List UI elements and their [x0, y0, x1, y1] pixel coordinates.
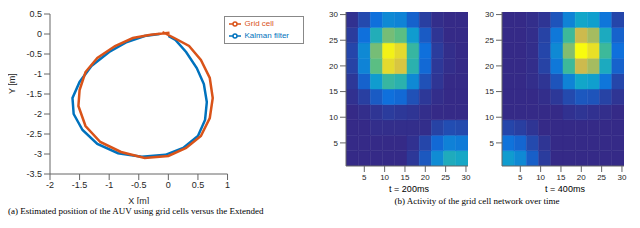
svg-text:0: 0	[166, 180, 171, 190]
svg-text:5: 5	[518, 173, 523, 182]
svg-text:-2: -2	[46, 180, 54, 190]
svg-text:-1.5: -1.5	[72, 180, 88, 190]
svg-text:30: 30	[618, 173, 627, 182]
html-text:t = 200ms: t = 200ms	[389, 184, 429, 194]
html-text:(a) Estimated position of the: (a) Estimated position of the AUV using …	[8, 206, 264, 216]
svg-text:0: 0	[37, 29, 42, 39]
svg-text:10: 10	[536, 173, 545, 182]
svg-text:-0.5: -0.5	[131, 180, 147, 190]
html-text:(b) Activity of the grid cell: (b) Activity of the grid cell network ov…	[394, 196, 560, 206]
svg-text:5: 5	[362, 173, 367, 182]
svg-text:0.5: 0.5	[192, 180, 205, 190]
svg-text:10: 10	[380, 173, 389, 182]
svg-text:10: 10	[329, 113, 338, 122]
svg-text:-2.5: -2.5	[26, 129, 42, 139]
svg-text:20: 20	[329, 62, 338, 71]
svg-text:5: 5	[334, 139, 339, 148]
svg-text:30: 30	[485, 10, 494, 19]
svg-text:30: 30	[329, 10, 338, 19]
svg-text:-1: -1	[34, 69, 42, 79]
svg-text:-0.5: -0.5	[26, 49, 42, 59]
html-text:Kalman filter: Kalman filter	[244, 31, 289, 41]
svg-text:25: 25	[329, 36, 338, 45]
svg-text:20: 20	[421, 173, 430, 182]
svg-text:5: 5	[490, 139, 495, 148]
svg-text:-3: -3	[34, 149, 42, 159]
svg-text:10: 10	[485, 113, 494, 122]
svg-text:15: 15	[329, 87, 338, 96]
svg-text:15: 15	[485, 87, 494, 96]
svg-text:-1: -1	[105, 180, 113, 190]
svg-text:Y [m]: Y [m]	[8, 73, 17, 94]
svg-text:15: 15	[401, 173, 410, 182]
svg-text:25: 25	[441, 173, 450, 182]
svg-text:25: 25	[597, 173, 606, 182]
svg-text:20: 20	[577, 173, 586, 182]
svg-text:20: 20	[485, 62, 494, 71]
html-text:t = 400ms: t = 400ms	[545, 184, 585, 194]
svg-text:15: 15	[557, 173, 566, 182]
svg-text:0.5: 0.5	[29, 9, 42, 19]
svg-text:30: 30	[462, 173, 471, 182]
svg-text:-3.5: -3.5	[26, 169, 42, 179]
svg-text:-2: -2	[34, 109, 42, 119]
svg-text:25: 25	[485, 36, 494, 45]
svg-text:1: 1	[225, 180, 230, 190]
svg-text:X [m]: X [m]	[128, 196, 149, 204]
svg-text:-1.5: -1.5	[26, 89, 42, 99]
html-text:Grid cell: Grid cell	[244, 19, 274, 29]
